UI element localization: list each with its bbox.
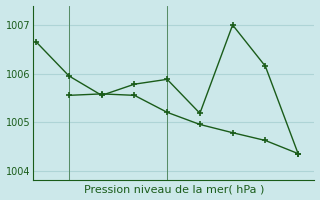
X-axis label: Pression niveau de la mer( hPa ): Pression niveau de la mer( hPa ) <box>84 184 264 194</box>
